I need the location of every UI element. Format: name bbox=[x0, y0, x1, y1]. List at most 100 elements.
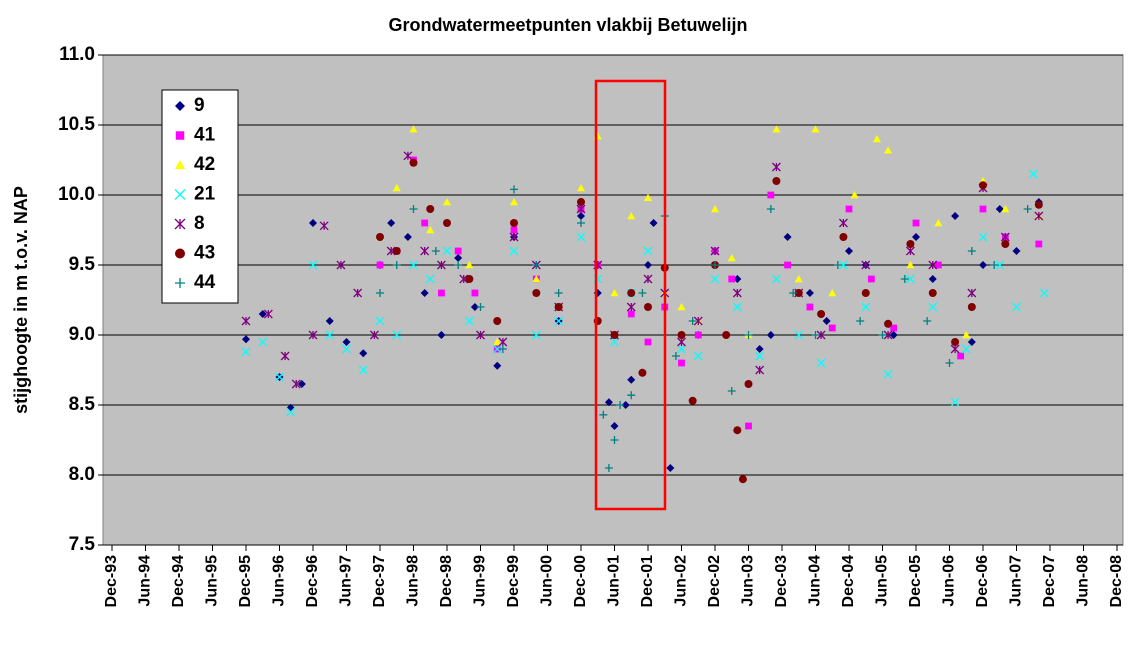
point bbox=[884, 319, 893, 328]
point bbox=[878, 331, 887, 339]
point bbox=[610, 331, 619, 339]
point bbox=[861, 289, 870, 297]
x-tick-label: Dec-95 bbox=[237, 555, 254, 608]
x-tick-label: Dec-99 bbox=[505, 555, 522, 608]
point bbox=[1012, 302, 1021, 312]
point bbox=[627, 212, 636, 220]
legend-label: 9 bbox=[194, 95, 205, 116]
point bbox=[979, 205, 987, 213]
point bbox=[861, 302, 871, 312]
point bbox=[710, 246, 720, 256]
point bbox=[805, 289, 814, 297]
point bbox=[258, 310, 267, 318]
point bbox=[409, 205, 418, 213]
x-tick-label: Dec-06 bbox=[974, 555, 991, 608]
point bbox=[811, 331, 820, 339]
point bbox=[727, 387, 736, 395]
x-tick-label: Dec-98 bbox=[438, 555, 455, 608]
point bbox=[531, 330, 541, 340]
x-tick-label: Jun-02 bbox=[673, 555, 690, 607]
point bbox=[604, 464, 613, 472]
point bbox=[626, 302, 636, 312]
point bbox=[476, 303, 485, 311]
point bbox=[610, 289, 619, 297]
point bbox=[772, 125, 781, 133]
point bbox=[783, 233, 792, 241]
point bbox=[766, 205, 775, 213]
x-tick-label: Jun-03 bbox=[740, 555, 757, 607]
point bbox=[638, 289, 647, 297]
x-tick-label: Dec-93 bbox=[103, 555, 120, 608]
point bbox=[890, 324, 898, 332]
point bbox=[476, 330, 485, 340]
point bbox=[532, 289, 541, 297]
point bbox=[403, 151, 413, 161]
point bbox=[353, 288, 363, 298]
y-tick-label: 8.5 bbox=[69, 394, 96, 415]
point bbox=[950, 397, 960, 407]
legend-marker bbox=[175, 278, 185, 288]
point bbox=[308, 260, 318, 270]
point bbox=[1039, 288, 1049, 298]
point bbox=[1001, 205, 1010, 213]
x-tick-label: Dec-97 bbox=[371, 555, 388, 608]
point bbox=[889, 331, 898, 339]
point bbox=[861, 260, 871, 270]
point bbox=[464, 316, 474, 326]
point bbox=[817, 310, 826, 318]
point bbox=[711, 261, 719, 269]
point bbox=[794, 289, 803, 297]
point bbox=[979, 261, 987, 269]
point bbox=[733, 275, 742, 283]
x-tick-label: Jun-05 bbox=[874, 555, 891, 607]
x-tick-label: Dec-94 bbox=[170, 555, 187, 608]
point bbox=[509, 232, 519, 242]
point bbox=[732, 288, 742, 298]
point bbox=[421, 219, 429, 227]
point bbox=[828, 289, 837, 297]
x-tick-label: Jun-97 bbox=[338, 555, 355, 607]
point bbox=[900, 275, 909, 283]
point bbox=[867, 275, 875, 283]
point bbox=[671, 352, 680, 360]
point bbox=[643, 274, 653, 284]
highlight-box bbox=[594, 79, 667, 511]
legend-box bbox=[161, 89, 239, 304]
point bbox=[789, 289, 798, 297]
point bbox=[979, 181, 987, 190]
series bbox=[241, 151, 1044, 389]
point bbox=[1000, 232, 1010, 242]
point bbox=[1035, 240, 1043, 248]
point bbox=[498, 337, 508, 347]
y-tick-label: 8.0 bbox=[69, 464, 95, 485]
point bbox=[420, 289, 429, 297]
point bbox=[438, 289, 445, 297]
point bbox=[995, 260, 1005, 270]
legend-marker bbox=[175, 248, 185, 259]
x-tick-label: Jun-99 bbox=[472, 555, 489, 607]
point bbox=[454, 254, 463, 262]
point bbox=[493, 317, 502, 325]
point bbox=[610, 436, 619, 444]
point bbox=[280, 351, 290, 361]
point bbox=[839, 233, 848, 241]
point bbox=[621, 401, 630, 409]
point bbox=[436, 260, 446, 270]
point bbox=[806, 303, 814, 311]
point bbox=[693, 316, 703, 326]
point bbox=[950, 344, 960, 354]
point bbox=[358, 365, 368, 375]
point bbox=[732, 302, 742, 312]
point bbox=[850, 191, 859, 199]
point bbox=[961, 344, 971, 354]
point bbox=[431, 247, 440, 255]
point bbox=[392, 184, 401, 192]
point bbox=[291, 379, 301, 389]
point bbox=[771, 274, 781, 284]
point bbox=[409, 260, 418, 270]
x-tick-label: Jun-96 bbox=[271, 555, 288, 607]
point bbox=[1001, 240, 1010, 248]
point bbox=[387, 219, 396, 227]
y-tick-label: 7.5 bbox=[69, 534, 96, 555]
point bbox=[816, 330, 826, 340]
